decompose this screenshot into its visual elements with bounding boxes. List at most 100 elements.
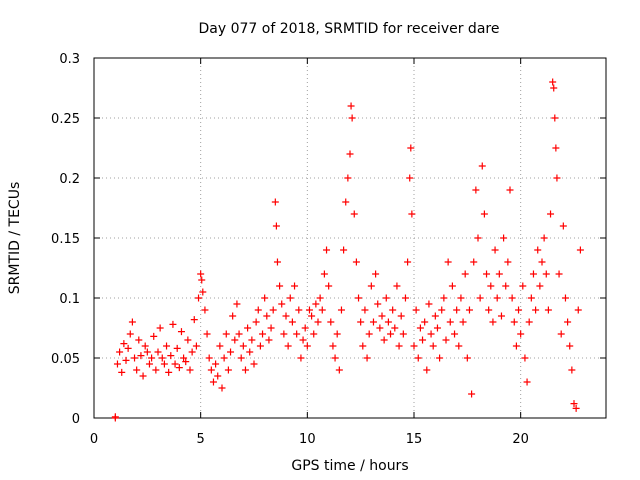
y-axis: 0 0.05 0.1 0.15 0.2 0.25 0.3 [51,52,606,427]
x-axis: 0 5 10 15 20 [90,58,529,447]
data-point [131,354,139,362]
data-point [372,270,380,278]
data-point [359,342,367,350]
data-point [160,360,168,368]
data-point [320,270,328,278]
data-point [448,282,456,290]
data-point [337,306,345,314]
data-point [407,144,415,152]
data-point [173,344,181,352]
data-point [352,258,360,266]
data-point [205,354,213,362]
data-point [406,174,414,182]
data-point [527,294,535,302]
y-tick-label: 0.3 [59,52,80,67]
data-point [397,312,405,320]
y-axis-label: SRMTID / TECUs [7,182,23,295]
y-tick-label: 0.25 [51,112,80,127]
x-tick-label: 20 [512,432,529,447]
data-point [229,312,237,320]
data-point [305,306,313,314]
data-point [186,366,194,374]
data-point [120,340,128,348]
data-point [440,294,448,302]
data-point [468,390,476,398]
data-point [355,294,363,302]
data-point [547,210,555,218]
data-point [472,186,480,194]
data-point [133,366,141,374]
data-point [340,246,348,254]
data-point [455,342,463,350]
data-point [116,348,124,356]
data-point [272,222,280,230]
data-point [442,336,450,344]
data-point [465,306,473,314]
data-point [436,354,444,362]
data-point [529,270,537,278]
data-point [557,330,565,338]
data-point [335,366,343,374]
data-point [184,336,192,344]
data-point [568,366,576,374]
data-point [348,114,356,122]
data-point [192,342,200,350]
data-point [261,294,269,302]
data-point [244,324,252,332]
data-point [519,282,527,290]
data-point [323,246,331,254]
data-point [412,306,420,314]
data-point [235,330,243,338]
data-point [540,234,548,242]
data-point [158,354,166,362]
data-point [504,258,512,266]
data-point [190,316,198,324]
data-point [542,270,550,278]
data-point [387,330,395,338]
data-point [273,258,281,266]
data-point [197,270,205,278]
data-point [256,342,264,350]
data-point [376,324,384,332]
data-point [163,342,171,350]
data-point [276,282,284,290]
data-point [429,342,437,350]
data-point [288,318,296,326]
data-point [564,318,572,326]
data-point [171,360,179,368]
data-point [333,330,341,338]
data-point [209,378,217,386]
data-point [536,282,544,290]
data-point [393,282,401,290]
data-point [165,368,173,376]
data-point [553,174,561,182]
data-point [188,348,196,356]
data-point [363,354,371,362]
data-point [207,366,215,374]
data-point [331,354,339,362]
data-point [438,306,446,314]
data-point [425,300,433,308]
data-point [493,294,501,302]
data-point [512,342,520,350]
data-point [574,306,582,314]
data-point [378,312,386,320]
data-point [521,354,529,362]
data-point [489,318,497,326]
data-point [502,282,510,290]
data-point [389,306,397,314]
data-point [491,246,499,254]
data-point [267,324,275,332]
data-point [408,210,416,218]
x-tick-label: 0 [90,432,98,447]
x-tick-label: 5 [197,432,205,447]
data-point [137,352,145,360]
data-point [510,318,518,326]
data-point [248,336,256,344]
data-point [280,330,288,338]
data-point [128,318,136,326]
data-point [329,342,337,350]
data-point [419,336,427,344]
data-point [214,372,222,380]
